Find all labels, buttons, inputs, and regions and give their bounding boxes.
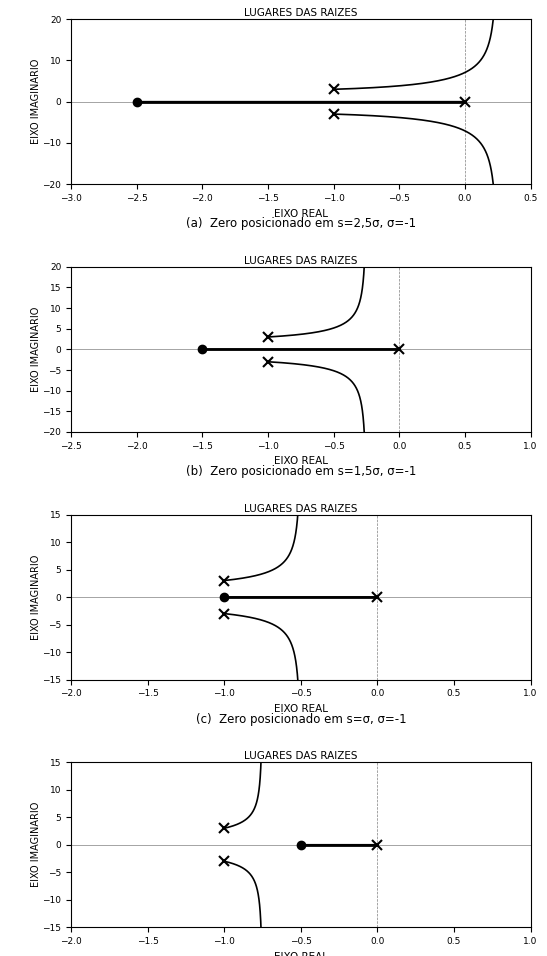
X-axis label: EIXO REAL: EIXO REAL: [274, 951, 328, 956]
Text: (c)  Zero posicionado em s=σ, σ=-1: (c) Zero posicionado em s=σ, σ=-1: [195, 712, 406, 726]
Y-axis label: EIXO IMAGINARIO: EIXO IMAGINARIO: [31, 59, 41, 144]
X-axis label: EIXO REAL: EIXO REAL: [274, 704, 328, 714]
Title: LUGARES DAS RAIZES: LUGARES DAS RAIZES: [244, 9, 358, 18]
X-axis label: EIXO REAL: EIXO REAL: [274, 456, 328, 467]
Text: (a)  Zero posicionado em s=2,5σ, σ=-1: (a) Zero posicionado em s=2,5σ, σ=-1: [186, 217, 416, 230]
Y-axis label: EIXO IMAGINARIO: EIXO IMAGINARIO: [31, 554, 41, 640]
Y-axis label: EIXO IMAGINARIO: EIXO IMAGINARIO: [31, 307, 41, 392]
Title: LUGARES DAS RAIZES: LUGARES DAS RAIZES: [244, 751, 358, 761]
Title: LUGARES DAS RAIZES: LUGARES DAS RAIZES: [244, 256, 358, 266]
Title: LUGARES DAS RAIZES: LUGARES DAS RAIZES: [244, 504, 358, 513]
X-axis label: EIXO REAL: EIXO REAL: [274, 208, 328, 219]
Y-axis label: EIXO IMAGINARIO: EIXO IMAGINARIO: [31, 802, 41, 887]
Text: (b)  Zero posicionado em s=1,5σ, σ=-1: (b) Zero posicionado em s=1,5σ, σ=-1: [185, 465, 416, 478]
